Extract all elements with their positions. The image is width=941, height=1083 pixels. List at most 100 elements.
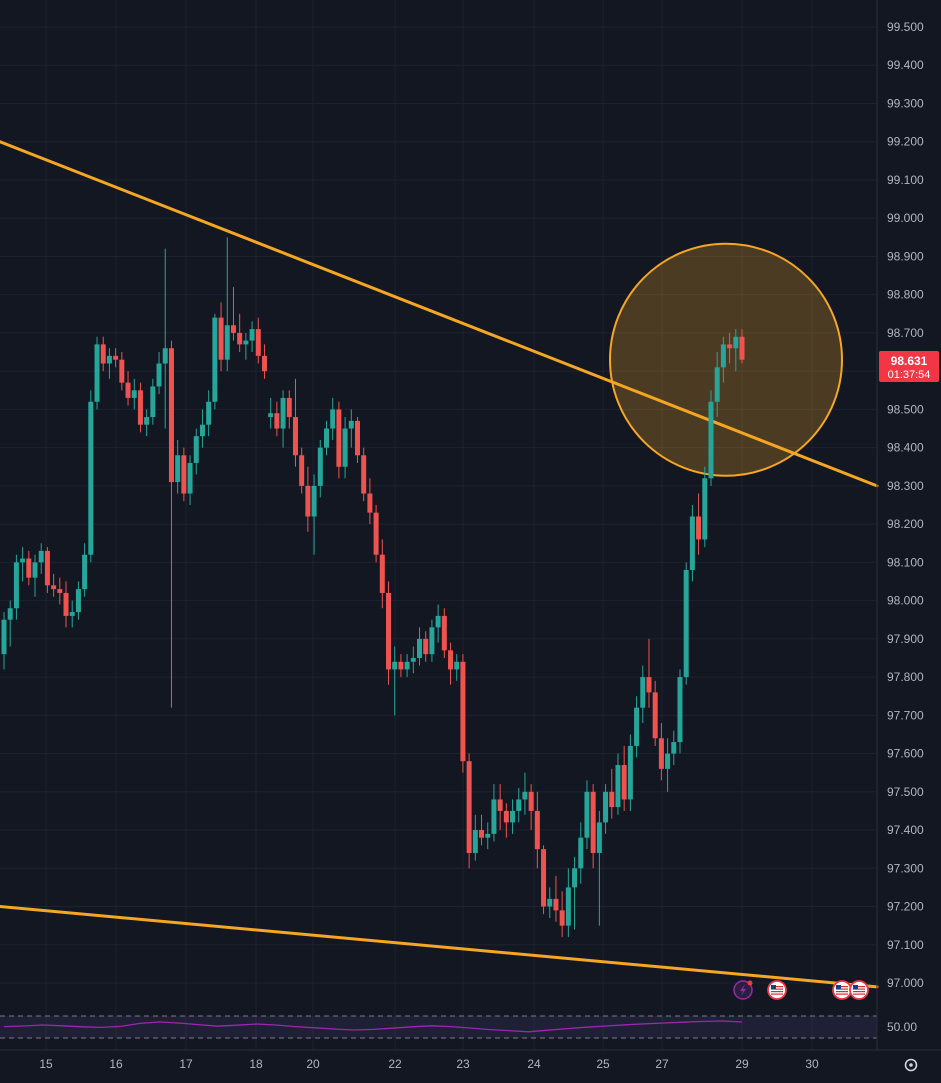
candle-body (665, 753, 671, 769)
time-axis[interactable]: 15 16 17 18 20 22 23 24 25 27 29 30 (39, 1057, 819, 1071)
candle-body (429, 627, 435, 655)
candle-body (541, 849, 547, 907)
flag-stripe (836, 988, 848, 990)
last-price-countdown: 01:37:54 (888, 369, 931, 381)
last-price-badge: 98.631 01:37:54 (879, 351, 939, 382)
x-tick-label: 30 (805, 1057, 819, 1071)
candle-body (472, 830, 478, 853)
flag-stripe (853, 986, 865, 988)
candle-body (69, 612, 75, 616)
candle-body (553, 898, 559, 911)
candle-body (286, 397, 292, 418)
flag-stripe (853, 993, 865, 995)
candle-body (516, 799, 522, 811)
candle-body (367, 493, 373, 513)
candle-body (702, 478, 708, 540)
flag-stripe (836, 993, 848, 995)
rsi-pane: 50.00 (0, 1015, 917, 1039)
trendline-upper-resistance (0, 140, 879, 488)
candle-body (565, 887, 571, 926)
y-tick-label: 97.500 (887, 785, 924, 799)
flag-stripe (853, 991, 865, 993)
y-tick-label: 97.000 (887, 976, 924, 990)
y-tick-label: 98.200 (887, 517, 924, 531)
rsi-value-label: 50.00 (887, 1020, 917, 1034)
candle-body (708, 401, 714, 479)
flag-canton (771, 985, 776, 989)
candle-body (417, 638, 423, 658)
candle-body (497, 799, 503, 811)
candle-body (113, 355, 119, 360)
us-flag-event-marker[interactable] (767, 980, 787, 1000)
y-tick-label: 98.300 (887, 479, 924, 493)
candle-body (218, 317, 224, 360)
candle-body (720, 344, 726, 368)
us-flag-event-marker[interactable] (832, 980, 852, 1000)
candles (1, 237, 745, 938)
notification-dot (747, 980, 753, 986)
last-price-value: 98.631 (891, 354, 928, 368)
candle-body (274, 413, 280, 429)
y-tick-label: 98.400 (887, 441, 924, 455)
candle-body (336, 409, 342, 467)
candle-body (689, 516, 695, 571)
candle-body (361, 455, 367, 494)
candle-body (634, 707, 640, 746)
candle-body (249, 329, 255, 341)
flag-stripe (836, 991, 848, 993)
y-tick-label: 98.500 (887, 402, 924, 416)
candle-body (230, 325, 236, 333)
y-tick-label: 99.400 (887, 58, 924, 72)
candle-body (386, 592, 392, 670)
candle-body (627, 745, 633, 800)
candle-body (609, 791, 615, 808)
flag-stripe (771, 991, 783, 993)
candle-body (317, 447, 323, 486)
candle-body (168, 348, 174, 483)
candle-body (94, 344, 100, 402)
flag-stripe (836, 986, 848, 988)
candle-body (590, 791, 596, 853)
x-tick-label: 24 (527, 1057, 541, 1071)
y-tick-label: 97.900 (887, 632, 924, 646)
y-tick-label: 99.200 (887, 135, 924, 149)
candle-body (51, 585, 57, 590)
candle-body (243, 340, 249, 345)
candle-body (181, 455, 187, 494)
candle-body (32, 562, 38, 578)
candle-body (491, 799, 497, 834)
candle-body (224, 325, 230, 360)
candle-body (26, 558, 32, 578)
grid-lines (0, 0, 877, 1050)
settings-gear-icon[interactable] (904, 1058, 918, 1072)
candle-body (75, 589, 81, 613)
x-tick-label: 16 (109, 1057, 123, 1071)
lightning-event-marker[interactable] (733, 980, 753, 1000)
candle-body (683, 570, 689, 678)
flag-canton (853, 985, 858, 989)
candle-body (652, 692, 658, 739)
y-tick-label: 99.000 (887, 211, 924, 225)
x-tick-label: 27 (655, 1057, 669, 1071)
candle-body (547, 898, 553, 907)
candle-body (596, 822, 602, 853)
candle-body (299, 455, 305, 486)
us-flag-event-marker[interactable] (849, 980, 869, 1000)
candle-body (578, 837, 584, 869)
candle-body (503, 810, 509, 823)
candle-body (646, 677, 652, 693)
candle-body (305, 485, 311, 517)
us-flag-icon (832, 980, 852, 1000)
candle-body (280, 397, 286, 429)
y-tick-label: 97.700 (887, 708, 924, 722)
candle-body (454, 661, 460, 670)
y-tick-label: 97.300 (887, 861, 924, 875)
last-price-badge-bg (879, 351, 939, 382)
candle-body (448, 650, 454, 670)
event-markers (733, 980, 869, 1000)
candle-body (528, 791, 534, 811)
candle-body (137, 390, 143, 425)
x-tick-label: 17 (179, 1057, 193, 1071)
candle-body (206, 401, 212, 425)
